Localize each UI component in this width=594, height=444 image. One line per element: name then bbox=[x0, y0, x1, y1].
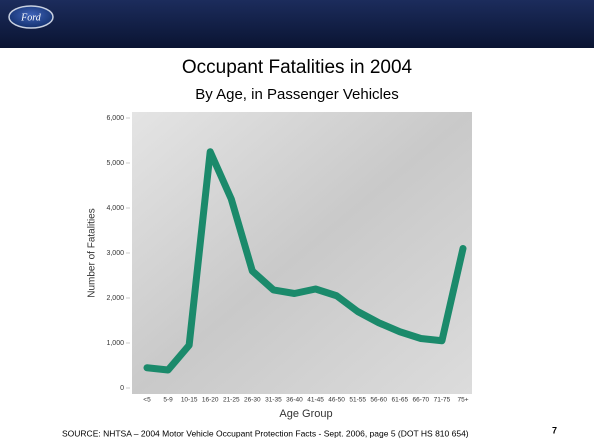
y-tick-label: 3,000 bbox=[106, 250, 124, 257]
x-tick-label: 16-20 bbox=[202, 397, 219, 404]
y-tick-label: 4,000 bbox=[106, 205, 124, 212]
y-tick-label: 0 bbox=[120, 385, 124, 392]
chart-subtitle: By Age, in Passenger Vehicles bbox=[195, 86, 398, 103]
data-line bbox=[143, 148, 467, 374]
x-axis-label: Age Group bbox=[279, 408, 332, 420]
x-tick-label: 26-30 bbox=[244, 397, 261, 404]
source-note: SOURCE: NHTSA – 2004 Motor Vehicle Occup… bbox=[62, 428, 469, 438]
x-tick-label: 21-25 bbox=[223, 397, 240, 404]
y-tick-label: 5,000 bbox=[106, 160, 124, 167]
x-tick-label: 66-70 bbox=[413, 397, 430, 404]
x-tick-label: 10-15 bbox=[181, 397, 198, 404]
x-tick-label: 51-55 bbox=[349, 397, 366, 404]
x-tick-label: <5 bbox=[143, 397, 151, 404]
y-tick-label: 2,000 bbox=[106, 295, 124, 302]
y-axis-label: Number of Fatalities bbox=[87, 208, 98, 297]
y-tick-label: 6,000 bbox=[106, 115, 124, 122]
page-number: 7 bbox=[552, 425, 557, 435]
x-tick-label: 71-75 bbox=[434, 397, 451, 404]
x-tick-label: 61-65 bbox=[391, 397, 408, 404]
y-tick-label: 1,000 bbox=[106, 340, 124, 347]
x-tick-label: 41-45 bbox=[307, 397, 324, 404]
chart-title: Occupant Fatalities in 2004 bbox=[182, 57, 413, 78]
x-tick-label: 56-60 bbox=[370, 397, 387, 404]
logo bbox=[8, 5, 54, 29]
header-band bbox=[0, 0, 594, 48]
logo-text: Ford bbox=[20, 12, 42, 23]
x-tick-label: 46-50 bbox=[328, 397, 345, 404]
x-tick-label: 5-9 bbox=[163, 397, 173, 404]
x-tick-label: 36-40 bbox=[286, 397, 303, 404]
x-tick-label: 31-35 bbox=[265, 397, 282, 404]
x-tick-label: 75+ bbox=[457, 397, 468, 404]
